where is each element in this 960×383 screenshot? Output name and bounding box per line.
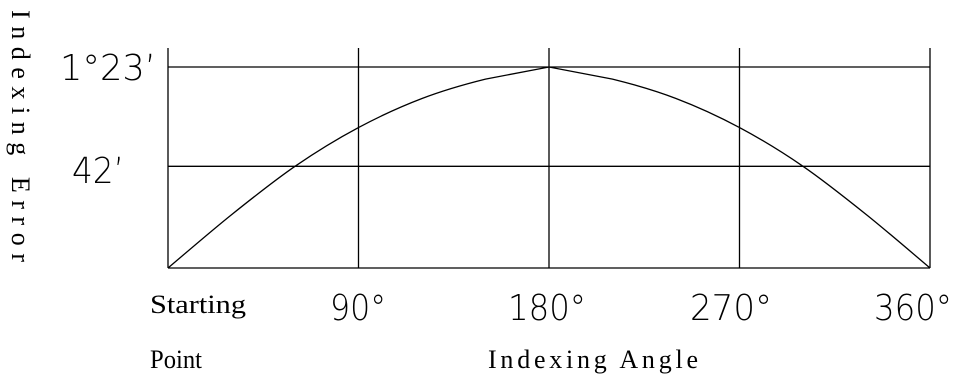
x-axis-title: Indexing Angle <box>488 345 698 374</box>
x-tick-label-360: 360° <box>874 288 952 329</box>
y-tick-label-83: 1°23’ <box>60 48 156 89</box>
x-tick-label-180: 180° <box>508 288 586 329</box>
grid <box>167 48 931 269</box>
series-line <box>167 66 931 269</box>
x-tick-label-90: 90° <box>330 288 386 329</box>
y-axis-title: Indexing Error <box>6 10 35 262</box>
x-start-label-line2: Point <box>150 345 203 374</box>
x-start-label-line1: Starting <box>150 290 246 319</box>
y-tick-label-42: 42’ <box>72 151 124 192</box>
x-tick-label-270: 270° <box>690 288 772 329</box>
